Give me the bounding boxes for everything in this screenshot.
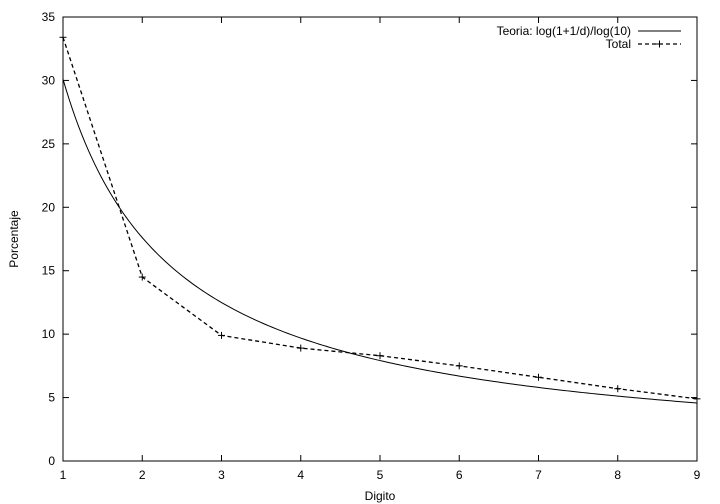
legend-label-total: Total: [606, 37, 631, 51]
data-point-total: [535, 373, 542, 381]
series-line-teoria: [62, 78, 698, 404]
x-tick-label: 2: [139, 468, 146, 482]
x-tick-label: 9: [694, 468, 701, 482]
legend: Teoria: log(1+1/d)/log(10)Total: [497, 24, 681, 51]
y-tick-label: 0: [48, 454, 55, 468]
y-tick-label: 25: [42, 137, 56, 151]
axis-ticks: 1 2 3 4 5 6 7 8 9 0 5 10 15 20 25 30 35: [42, 10, 701, 482]
x-axis-label: Digito: [365, 489, 396, 503]
series-line-total: [62, 37, 698, 400]
data-point-total: [297, 344, 305, 352]
data-point-total: [138, 273, 146, 281]
data-point-total: [614, 385, 622, 393]
legend-marker-total: [656, 40, 663, 48]
series-layer: [59, 33, 701, 404]
x-tick-label: 3: [218, 468, 225, 482]
legend-label-teoria: Teoria: log(1+1/d)/log(10): [497, 24, 631, 38]
data-point-total: [455, 362, 463, 370]
x-tick-label: 5: [377, 468, 384, 482]
y-tick-label: 10: [42, 327, 56, 341]
y-tick-label: 5: [48, 391, 55, 405]
data-point-total: [376, 352, 384, 360]
data-point-total: [693, 395, 701, 403]
plot-area: 1 2 3 4 5 6 7 8 9 0 5 10 15 20 25 30 35: [42, 10, 701, 482]
x-tick-label: 7: [535, 468, 542, 482]
y-tick-label: 15: [42, 264, 56, 278]
x-tick-label: 8: [614, 468, 621, 482]
x-tick-label: 4: [297, 468, 304, 482]
x-tick-label: 6: [456, 468, 463, 482]
y-tick-label: 20: [42, 200, 56, 214]
x-tick-label: 1: [60, 468, 67, 482]
y-axis-label: Porcentaje: [7, 210, 21, 268]
data-point-total: [59, 33, 67, 41]
y-tick-label: 30: [42, 73, 56, 87]
y-tick-label: 35: [42, 10, 56, 24]
data-point-total: [218, 331, 225, 339]
